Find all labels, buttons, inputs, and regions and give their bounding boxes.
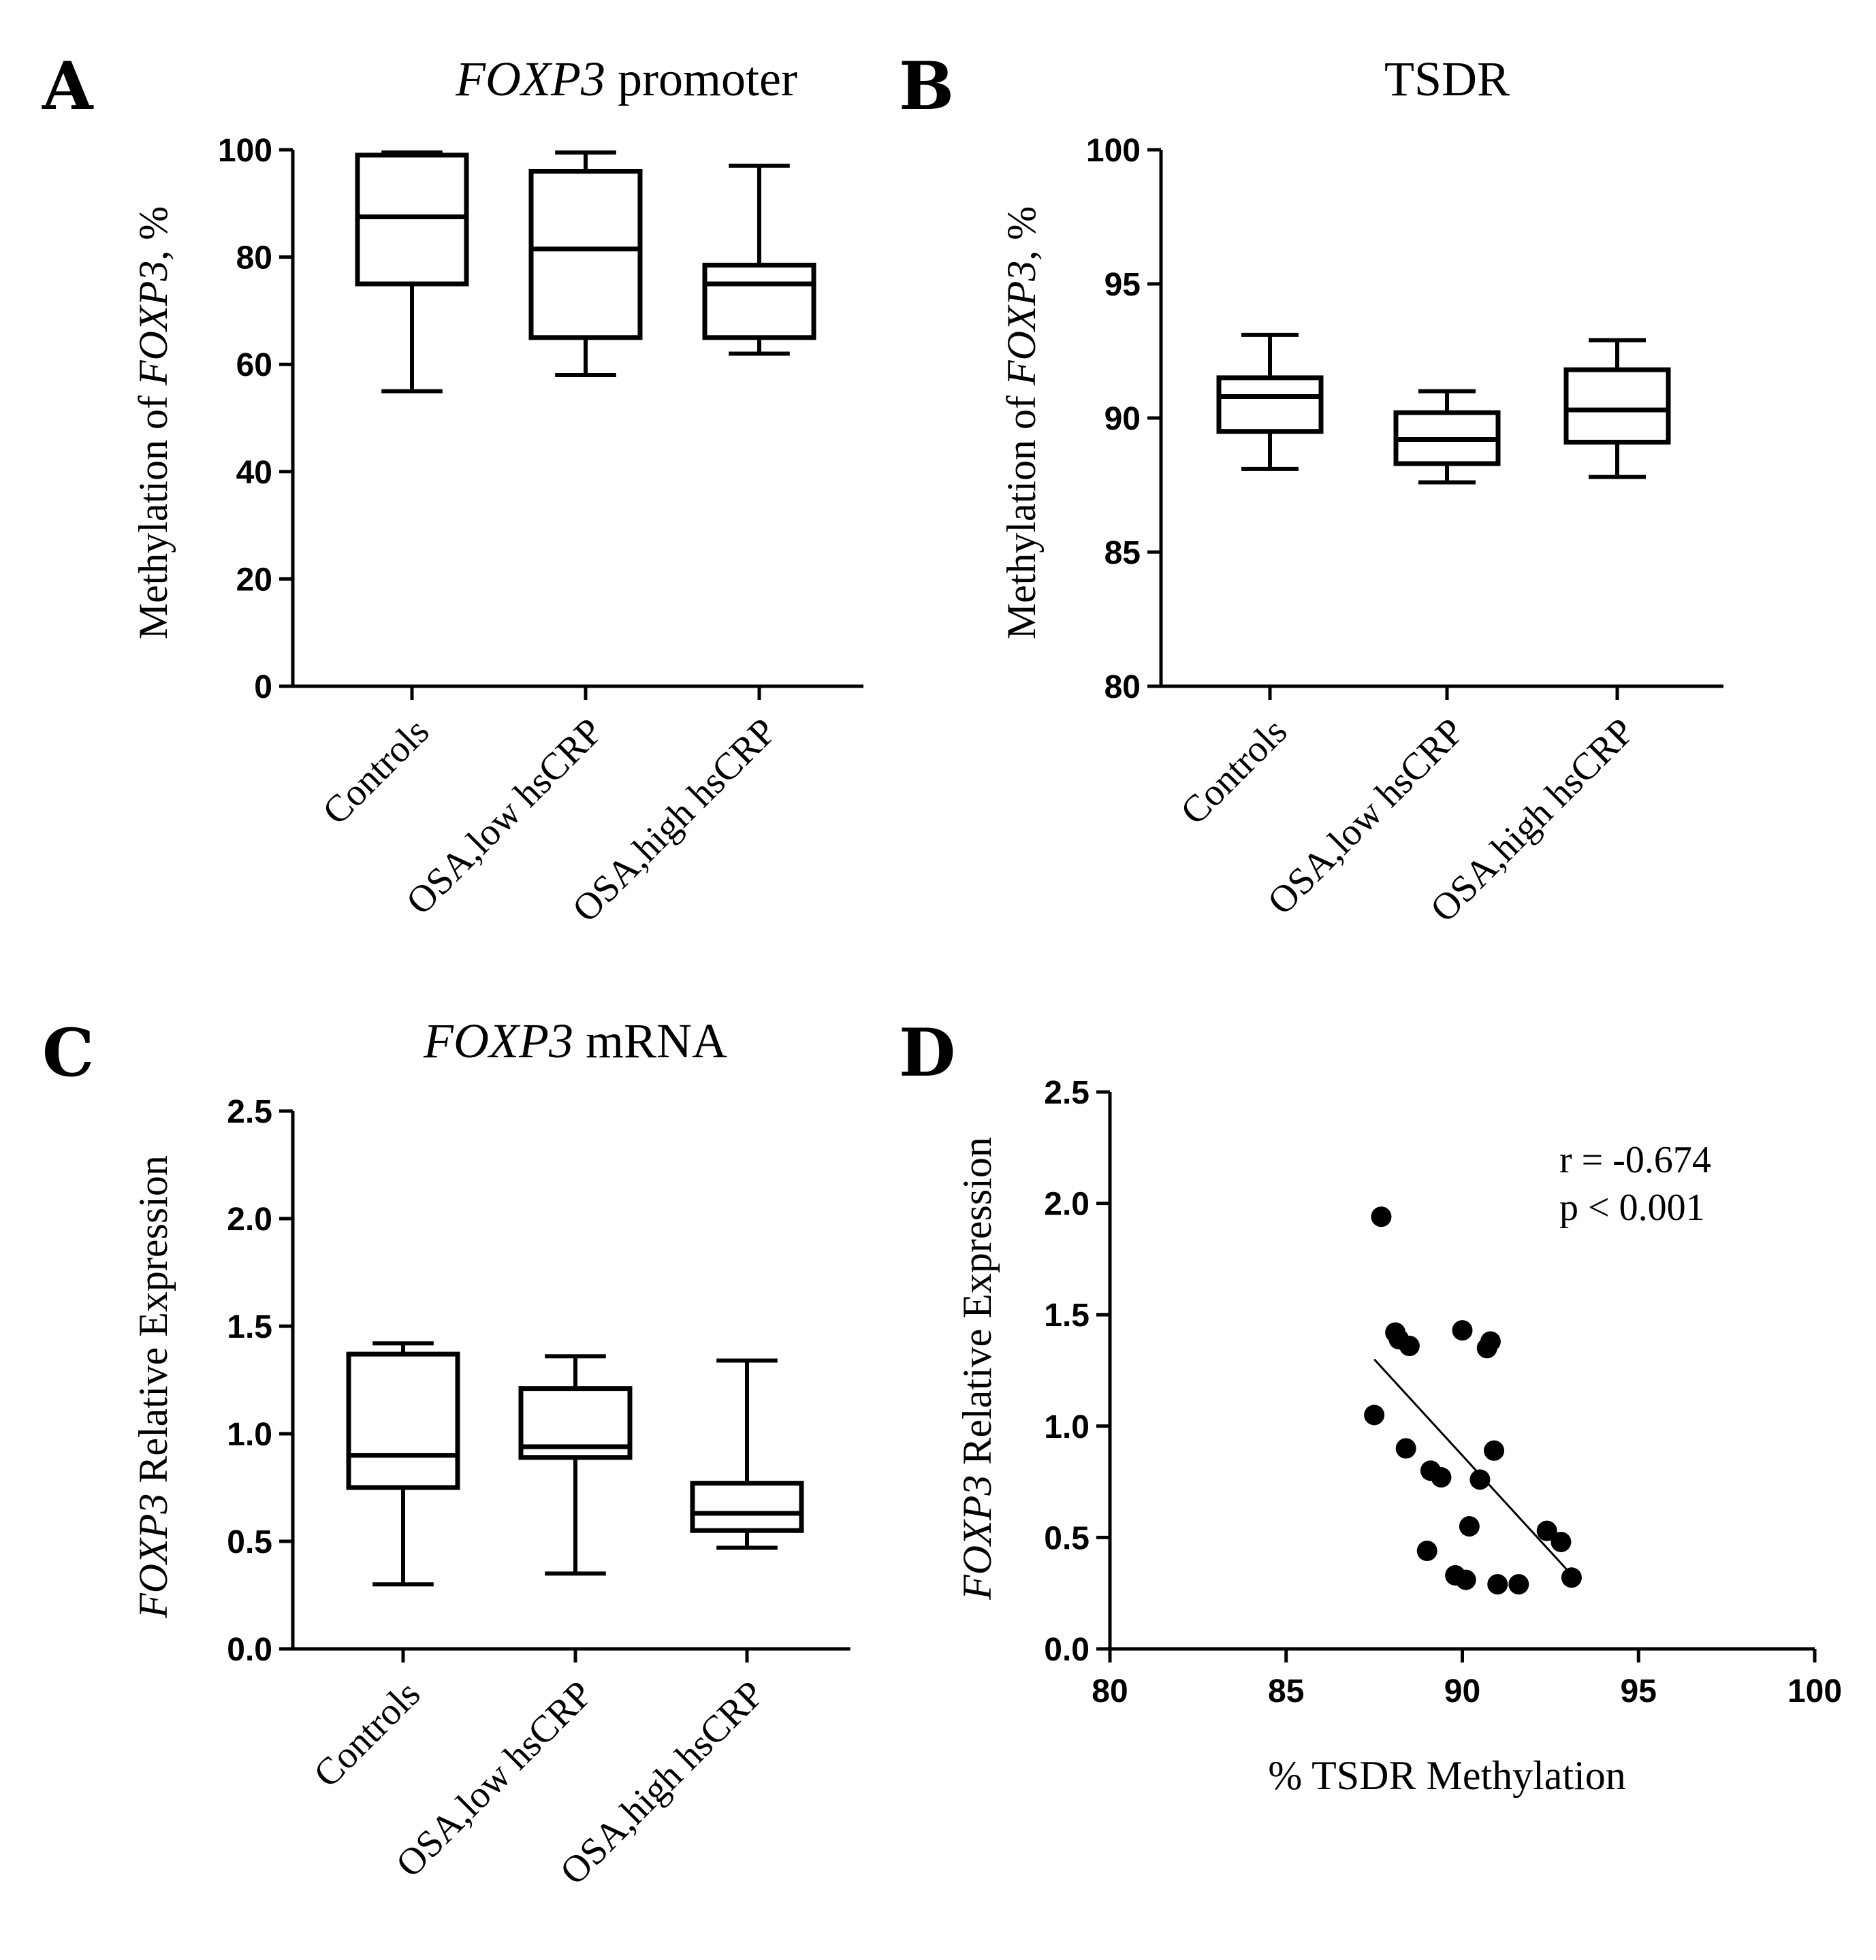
panel-d-y-tick-label: 1.5: [1044, 1298, 1090, 1334]
category-label: Controls: [306, 1673, 428, 1795]
panel-c-mrna-boxplot: C FOXP3 mRNA FOXP3 Relative Expression 0…: [42, 1014, 850, 1893]
box-1: Controls: [306, 1341, 460, 1796]
panel-d-x-tick-label: 90: [1444, 1673, 1480, 1709]
box-2: OSA,low hsCRP: [388, 1354, 633, 1886]
panel-c-y-tick-label: 0.5: [227, 1524, 272, 1560]
correlation-p-annotation: p < 0.001: [1559, 1187, 1705, 1229]
data-point: [1508, 1574, 1529, 1595]
panel-d-x-tick-label: 95: [1621, 1673, 1657, 1709]
panel-b-y-tick-label: 90: [1104, 401, 1141, 437]
box-1: Controls: [315, 150, 469, 833]
panel-b-y-tick-label: 85: [1104, 535, 1141, 571]
category-label: Controls: [315, 710, 437, 833]
box-3: OSA,high hsCRP: [1422, 338, 1671, 931]
panel-a-promoter-boxplot: A FOXP3 promoter Methylation of FOXP3, %…: [42, 48, 863, 931]
data-point: [1364, 1404, 1385, 1426]
panel-b-y-axis-label: Methylation of FOXP3, %: [999, 206, 1044, 640]
iqr-box: [1563, 367, 1671, 445]
panel-d-x-tick-label: 80: [1092, 1673, 1128, 1709]
data-point: [1561, 1567, 1582, 1588]
data-point: [1459, 1516, 1480, 1537]
iqr-box: [528, 169, 643, 340]
data-point: [1399, 1336, 1420, 1357]
data-point: [1480, 1331, 1501, 1352]
data-point: [1484, 1440, 1505, 1461]
panel-d-y-tick-label: 0.0: [1044, 1632, 1090, 1668]
panel-d-scatter: D FOXP3 Relative Expression % TSDR Methy…: [899, 1014, 1842, 1798]
data-point: [1395, 1438, 1416, 1459]
panel-c-title: FOXP3 mRNA: [423, 1014, 727, 1068]
panel-letter-d: D: [899, 1014, 955, 1091]
panel-d-y-tick-label: 0.5: [1044, 1520, 1090, 1556]
panel-a-y-tick-label: 80: [236, 240, 272, 276]
panel-d-x-tick-label: 100: [1787, 1673, 1842, 1709]
panel-c-y-axis-label: FOXP3 Relative Expression: [131, 1155, 176, 1619]
box-2: OSA,low hsCRP: [398, 150, 643, 923]
iqr-box: [355, 152, 469, 287]
panel-c-y-tick-label: 1.5: [227, 1309, 272, 1345]
panel-b-tsdr-boxplot: B TSDR Methylation of FOXP3, % 80 85 90 95 1…: [899, 48, 1723, 931]
data-point: [1487, 1574, 1508, 1595]
data-point: [1416, 1541, 1437, 1562]
panel-b-y-tick-label: 100: [1086, 133, 1141, 169]
data-point: [1469, 1469, 1491, 1490]
box-3: OSA,high hsCRP: [565, 163, 816, 931]
panel-d-y-tick-label: 2.0: [1044, 1187, 1090, 1223]
iqr-box: [1216, 375, 1324, 434]
data-point: [1371, 1206, 1392, 1227]
regression-line: [1373, 1358, 1569, 1572]
iqr-box: [702, 262, 816, 340]
panel-a-y-tick-label: 20: [236, 562, 272, 598]
data-point: [1455, 1569, 1476, 1590]
panel-c-y-tick-label: 1.0: [227, 1417, 272, 1453]
panel-a-y-axis-label: Methylation of FOXP3, %: [131, 206, 176, 640]
panel-c-y-tick-label: 0.0: [227, 1632, 272, 1668]
box-3: OSA,high hsCRP: [552, 1358, 804, 1893]
panel-a-y-tick-label: 60: [236, 347, 272, 383]
panel-d-y-axis-label: FOXP3 Relative Expression: [955, 1137, 1000, 1601]
panel-d-y-tick-label: 2.5: [1044, 1075, 1090, 1111]
data-point: [1536, 1520, 1557, 1541]
panel-c-y-tick-label: 2.0: [227, 1202, 272, 1238]
data-point: [1452, 1320, 1473, 1341]
correlation-r-annotation: r = -0.674: [1559, 1139, 1711, 1181]
panel-a-y-tick-label: 100: [218, 133, 272, 169]
panel-b-y-tick-label: 95: [1104, 267, 1141, 303]
panel-letter-a: A: [42, 48, 94, 125]
panel-c-y-tick-label: 2.5: [227, 1094, 272, 1130]
iqr-box: [346, 1351, 460, 1490]
panel-b-y-tick-label: 80: [1104, 669, 1141, 705]
data-point: [1431, 1467, 1452, 1488]
panel-b-title: TSDR: [1384, 52, 1510, 106]
panel-letter-b: B: [899, 48, 954, 125]
panel-a-title: FOXP3 promoter: [455, 52, 797, 106]
panel-d-y-tick-label: 1.0: [1044, 1409, 1090, 1445]
category-label: Controls: [1173, 710, 1295, 833]
box-1: Controls: [1173, 332, 1324, 833]
panel-a-y-tick-label: 0: [254, 669, 272, 705]
panel-letter-c: C: [42, 1014, 94, 1091]
panel-d-x-tick-label: 85: [1268, 1673, 1304, 1709]
iqr-box: [690, 1481, 804, 1533]
panel-a-y-tick-label: 40: [236, 455, 272, 491]
data-point: [1551, 1531, 1572, 1552]
panel-d-x-axis-label: % TSDR Methylation: [1268, 1753, 1626, 1798]
iqr-box: [518, 1386, 633, 1460]
